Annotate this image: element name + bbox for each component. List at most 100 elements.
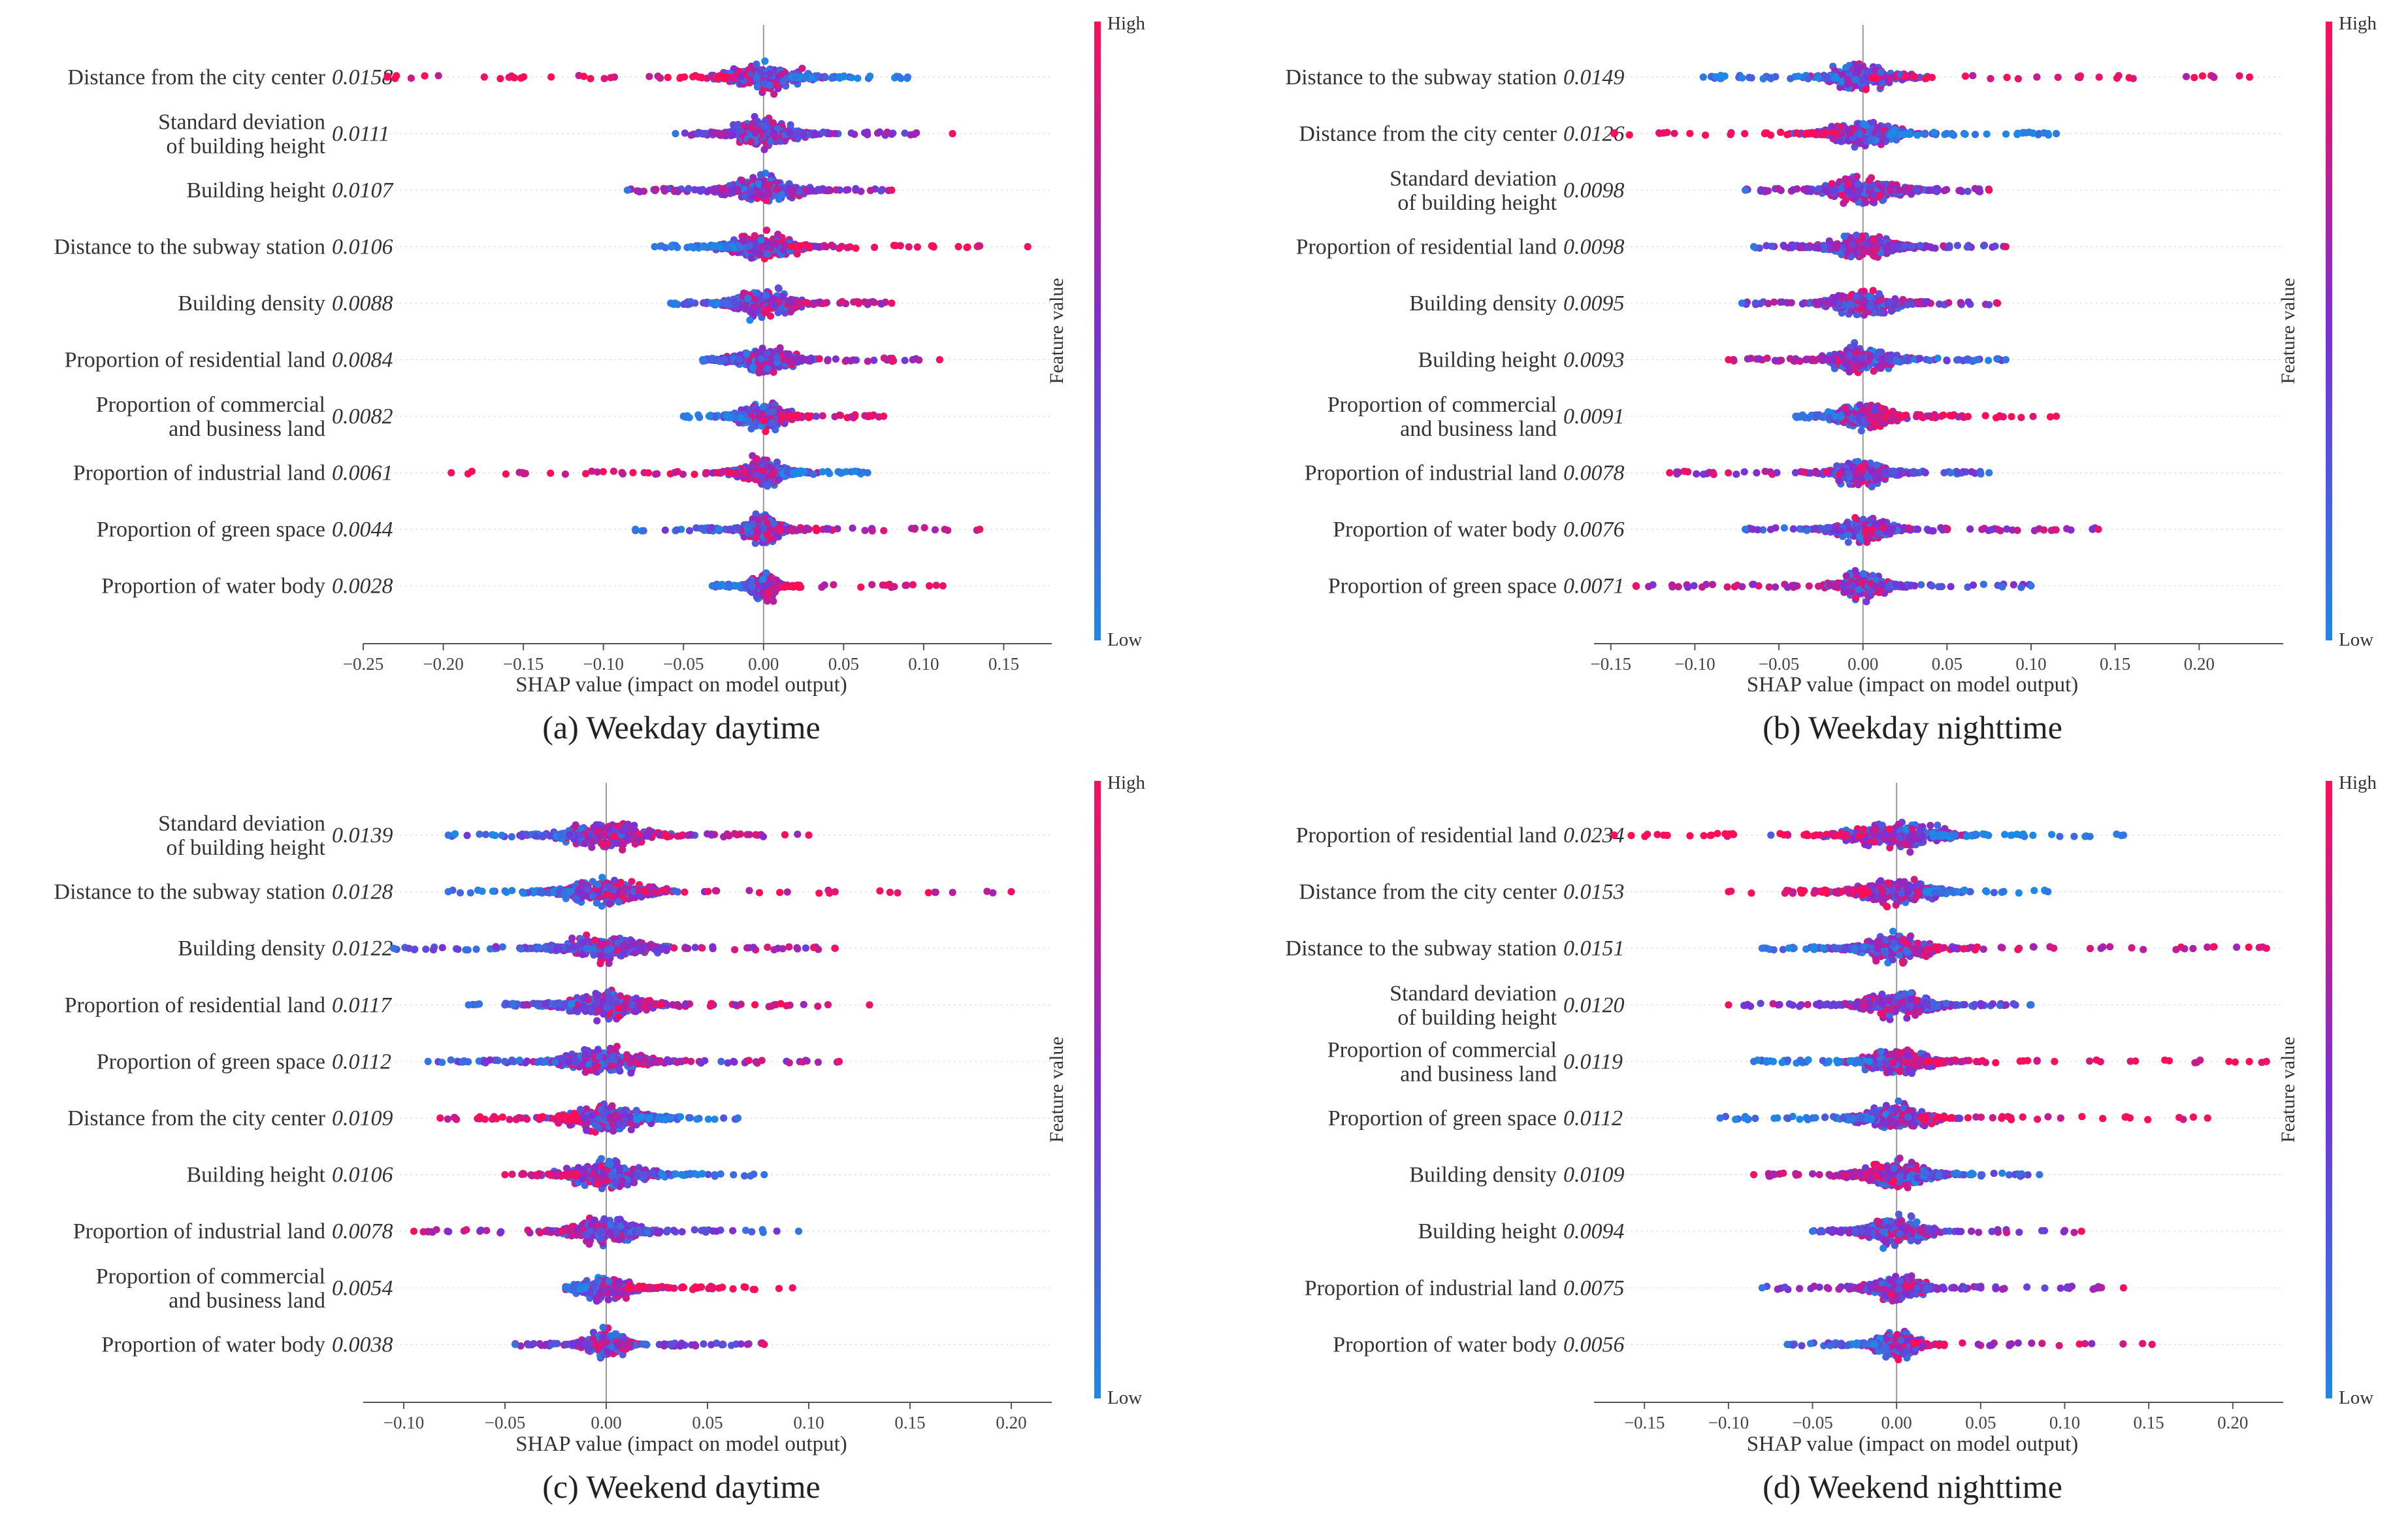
shap-point (759, 575, 767, 583)
shap-point (2003, 73, 2011, 82)
shap-point (2236, 72, 2243, 80)
shap-point (1844, 187, 1852, 195)
shap-point (1823, 188, 1831, 195)
shap-point (1787, 74, 1795, 82)
shap-point (864, 131, 871, 139)
shap-point (632, 525, 640, 533)
shap-point (847, 74, 856, 82)
importance-value: 0.0158 (332, 65, 393, 90)
shap-point (823, 187, 832, 195)
shap-point (391, 74, 399, 82)
shap-point (561, 470, 570, 478)
shap-point (1853, 63, 1861, 71)
shap-point (888, 357, 896, 365)
shap-point (821, 74, 829, 82)
shap-point (824, 525, 832, 533)
shap-point (888, 130, 896, 138)
shap-point (674, 188, 682, 195)
shap-point (785, 129, 793, 137)
shap-point (714, 129, 722, 137)
shap-point (749, 363, 757, 372)
shap-point (1877, 68, 1885, 76)
shap-point (1803, 129, 1811, 137)
shap-point (1761, 130, 1768, 138)
shap-point (851, 467, 859, 475)
shap-point (1933, 188, 1941, 195)
shap-point (767, 138, 775, 146)
shap-point (932, 582, 940, 589)
beeswarm-row (1610, 118, 2060, 151)
shap-point (1875, 131, 1883, 139)
shap-point (1953, 242, 1961, 250)
shap-point (547, 73, 555, 81)
feature-label: Distance from the city center (67, 65, 325, 90)
feature-label-line: of building height (1397, 191, 1557, 215)
shap-point (510, 74, 518, 82)
shap-point (2076, 72, 2085, 80)
feature-label-line: Proportion of commercial (96, 393, 325, 417)
shap-point (1908, 242, 1915, 250)
shap-point (1838, 251, 1846, 259)
shap-point (1942, 130, 1950, 138)
shap-point (792, 73, 800, 81)
shap-point (1686, 129, 1694, 137)
shap-point (1877, 296, 1885, 304)
shap-point (926, 582, 934, 590)
shap-point (767, 470, 775, 478)
shap-point (660, 185, 668, 193)
shap-point (619, 470, 627, 478)
shap-point (1961, 72, 1970, 80)
shap-point (661, 526, 669, 534)
shap-point (685, 527, 694, 535)
shap-point (1845, 180, 1853, 188)
shap-point (811, 131, 819, 139)
importance-value: 0.0088 (332, 291, 393, 316)
shap-point (1831, 187, 1839, 195)
shap-point (1945, 242, 1953, 250)
shap-point (901, 129, 909, 137)
beeswarm-row (667, 284, 896, 324)
shap-point (1763, 242, 1770, 250)
shap-point (652, 186, 660, 193)
shap-point (766, 525, 774, 533)
shap-point (807, 354, 815, 362)
shap-point (780, 78, 788, 86)
shap-point (1863, 69, 1871, 76)
shap-point (1900, 242, 1909, 250)
shap-point (2002, 242, 2009, 251)
shap-point (651, 242, 659, 251)
shap-point (587, 74, 594, 82)
shap-point (1865, 176, 1873, 184)
shap-point (588, 467, 596, 475)
shap-point (832, 355, 839, 363)
feature-label: Proportion of residential land (65, 348, 325, 372)
x-tick-label: −0.25 (343, 654, 383, 674)
shap-point (1854, 180, 1862, 188)
shap-point (741, 192, 749, 200)
importance-value: 0.0061 (332, 461, 393, 486)
x-tick-label: 0.10 (908, 654, 939, 674)
feature-label: Proportion of industrial land (73, 461, 325, 486)
shap-point (748, 582, 756, 590)
shap-point (1721, 72, 1729, 80)
shap-point (758, 71, 766, 78)
shap-point (1829, 129, 1838, 137)
shap-point (768, 419, 776, 427)
shap-point (698, 524, 706, 533)
feature-label: Proportion of residential land (1296, 235, 1557, 259)
shap-point (770, 368, 777, 376)
shap-point (2115, 72, 2123, 80)
shap-point (871, 243, 879, 252)
shap-point (775, 195, 783, 203)
shap-point (777, 70, 785, 78)
shap-point (847, 413, 855, 421)
shap-point (740, 186, 748, 193)
shap-point (1829, 135, 1837, 142)
beeswarm-row (383, 57, 911, 98)
shap-point (733, 469, 741, 477)
shap-point (1930, 129, 1938, 137)
shap-point (610, 467, 618, 475)
shap-point (766, 81, 773, 89)
shap-point (1871, 241, 1879, 249)
shap-point (1837, 123, 1845, 131)
